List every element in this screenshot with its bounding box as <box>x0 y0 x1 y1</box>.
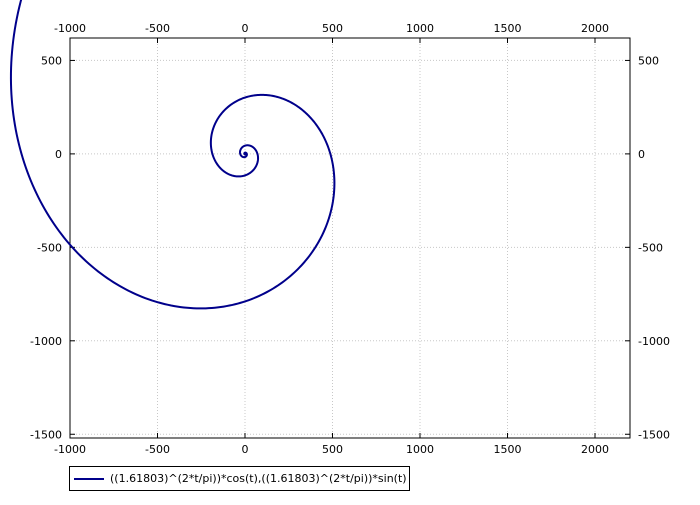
x-tick-label-bottom: 2000 <box>581 443 609 456</box>
legend-label: ((1.61803)^(2*t/pi))*cos(t),((1.61803)^(… <box>110 472 407 485</box>
x-tick-label-bottom: 1500 <box>494 443 522 456</box>
x-tick-label-top: -500 <box>145 22 170 35</box>
spiral-curve <box>9 0 336 310</box>
x-tick-label-bottom: -1000 <box>54 443 86 456</box>
y-tick-label-right: 0 <box>638 148 645 161</box>
x-tick-label-top: 1000 <box>406 22 434 35</box>
y-tick-label-left: -1000 <box>30 335 62 348</box>
x-tick-label-top: 0 <box>242 22 249 35</box>
x-tick-label-bottom: 0 <box>242 443 249 456</box>
series-layer <box>9 0 336 310</box>
y-tick-label-left: -500 <box>37 241 62 254</box>
legend: ((1.61803)^(2*t/pi))*cos(t),((1.61803)^(… <box>69 466 410 491</box>
y-tick-label-right: -500 <box>638 241 663 254</box>
x-tick-label-bottom: 1000 <box>406 443 434 456</box>
y-tick-label-left: 0 <box>55 148 62 161</box>
axes <box>69 37 631 439</box>
x-tick-label-bottom: 500 <box>322 443 343 456</box>
legend-swatch <box>74 477 104 480</box>
x-tick-label-bottom: -500 <box>145 443 170 456</box>
tick-labels: -1000 -1000 -500 -500 0 0 500 500 1000 1000 1500 15… <box>30 22 670 456</box>
y-tick-label-right: -1500 <box>638 428 670 441</box>
y-tick-label-left: -1500 <box>30 428 62 441</box>
y-tick-label-left: 500 <box>41 54 62 67</box>
x-tick-label-top: 500 <box>322 22 343 35</box>
x-tick-label-top: 2000 <box>581 22 609 35</box>
x-tick-label-top: -1000 <box>54 22 86 35</box>
plot-frame <box>69 37 631 439</box>
ticks <box>69 38 630 438</box>
y-tick-label-right: -1000 <box>638 335 670 348</box>
x-tick-label-top: 1500 <box>494 22 522 35</box>
grid-lines <box>69 38 630 438</box>
y-tick-label-right: 500 <box>638 54 659 67</box>
